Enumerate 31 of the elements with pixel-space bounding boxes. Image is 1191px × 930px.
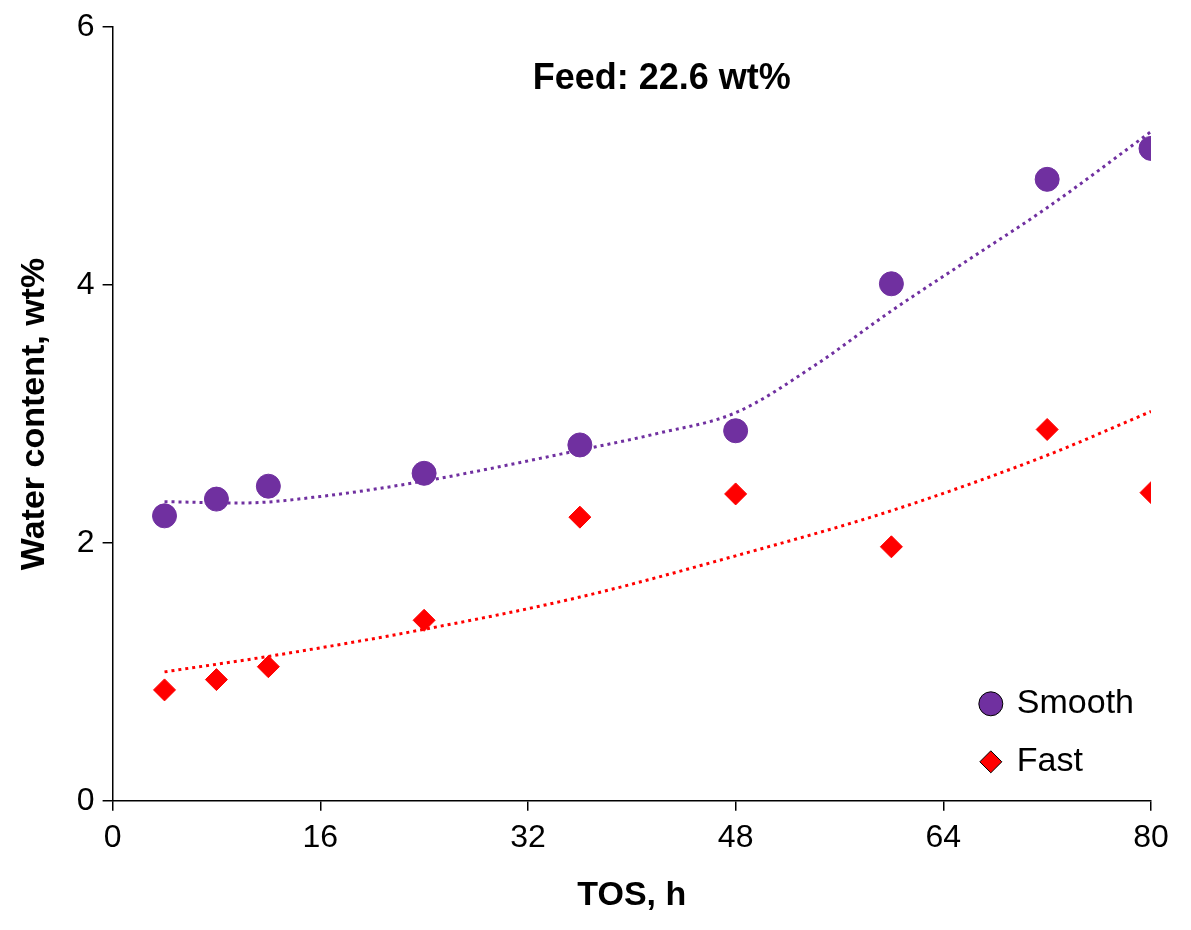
point [412, 608, 436, 632]
x-tick-label: 80 [1133, 817, 1169, 854]
point [879, 535, 903, 559]
point [411, 460, 437, 486]
point [568, 505, 592, 529]
point [256, 655, 280, 679]
y-tick-label: 6 [76, 7, 95, 44]
x-tick-label: 32 [510, 817, 546, 854]
point [567, 432, 593, 458]
x-axis-title: TOS, h [577, 873, 687, 912]
y-axis-title: Water content, wt% [12, 257, 51, 571]
y-tick-label: 0 [76, 780, 95, 817]
x-tick-label: 64 [925, 817, 962, 854]
point [204, 668, 228, 692]
point [1035, 417, 1059, 441]
point [153, 678, 177, 702]
y-tick-label: 4 [76, 264, 95, 301]
y-tick-label: 2 [76, 522, 95, 559]
point [255, 473, 281, 499]
annotation: Feed: 22.6 wt% [532, 56, 791, 98]
x-tick-label: 0 [103, 817, 122, 854]
point [723, 418, 749, 444]
legend-label: Fast [1016, 740, 1084, 779]
point [878, 271, 904, 297]
point [1034, 166, 1060, 192]
point [152, 503, 178, 529]
x-tick-label: 16 [302, 817, 339, 854]
legend-label: Smooth [1016, 682, 1135, 721]
point [203, 486, 229, 512]
point [724, 482, 748, 506]
x-tick-label: 48 [717, 817, 754, 854]
